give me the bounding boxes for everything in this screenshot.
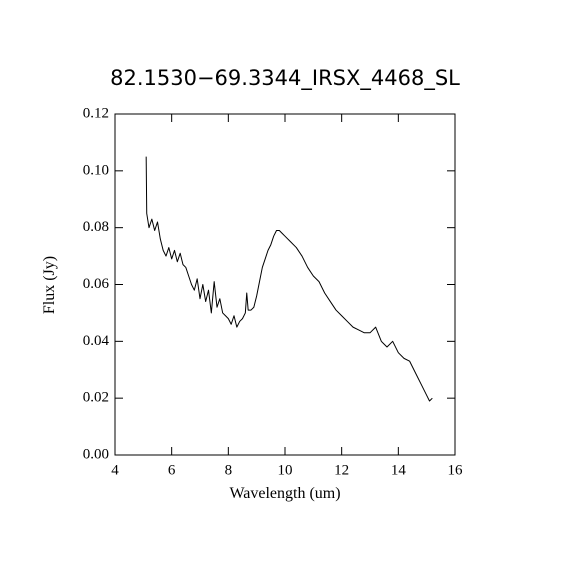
x-tick-label: 6 <box>168 462 176 478</box>
x-tick-label: 4 <box>111 462 119 478</box>
y-tick-label: 0.12 <box>83 105 109 121</box>
y-tick-label: 0.04 <box>83 333 110 349</box>
x-tick-label: 12 <box>334 462 349 478</box>
x-tick-label: 14 <box>391 462 407 478</box>
y-tick-label: 0.10 <box>83 162 109 178</box>
x-axis-title: Wavelength (um) <box>229 485 340 502</box>
x-tick-label: 10 <box>278 462 293 478</box>
spectrum-line <box>145 156 433 402</box>
x-tick-label: 16 <box>448 462 464 478</box>
x-tick-label: 8 <box>225 462 233 478</box>
y-tick-label: 0.02 <box>83 390 109 406</box>
y-tick-label: 0.06 <box>83 276 110 292</box>
chart-title: 82.1530−69.3344_IRSX_4468_SL <box>110 66 460 91</box>
y-axis-title: Flux (Jy) <box>41 256 58 314</box>
y-tick-label: 0.08 <box>83 219 109 235</box>
plot-frame <box>114 113 456 456</box>
y-tick-label: 0.00 <box>83 446 109 462</box>
